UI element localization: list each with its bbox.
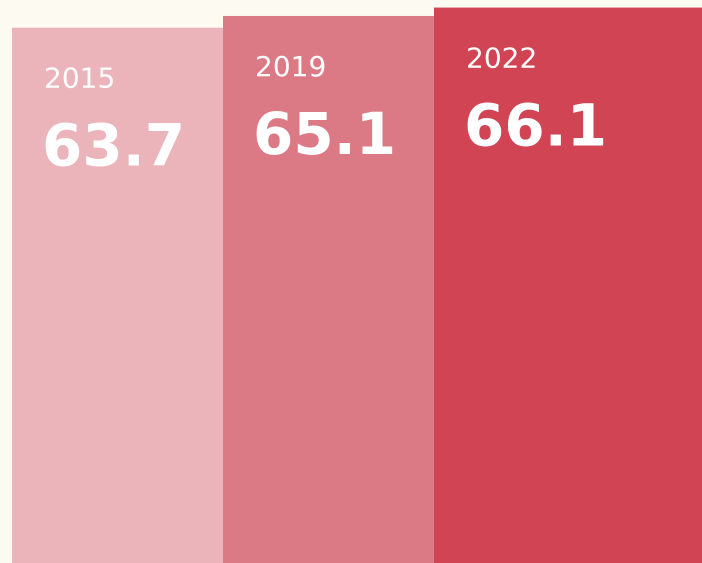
bar	[12, 27, 223, 563]
bar	[223, 15, 434, 563]
category-label: 2019	[255, 50, 326, 83]
value-label: 63.7	[42, 112, 185, 180]
category-label: 2015	[44, 62, 115, 95]
value-label: 65.1	[253, 100, 396, 168]
bar	[434, 7, 702, 563]
value-label: 66.1	[464, 92, 607, 160]
category-label: 2022	[466, 42, 537, 75]
